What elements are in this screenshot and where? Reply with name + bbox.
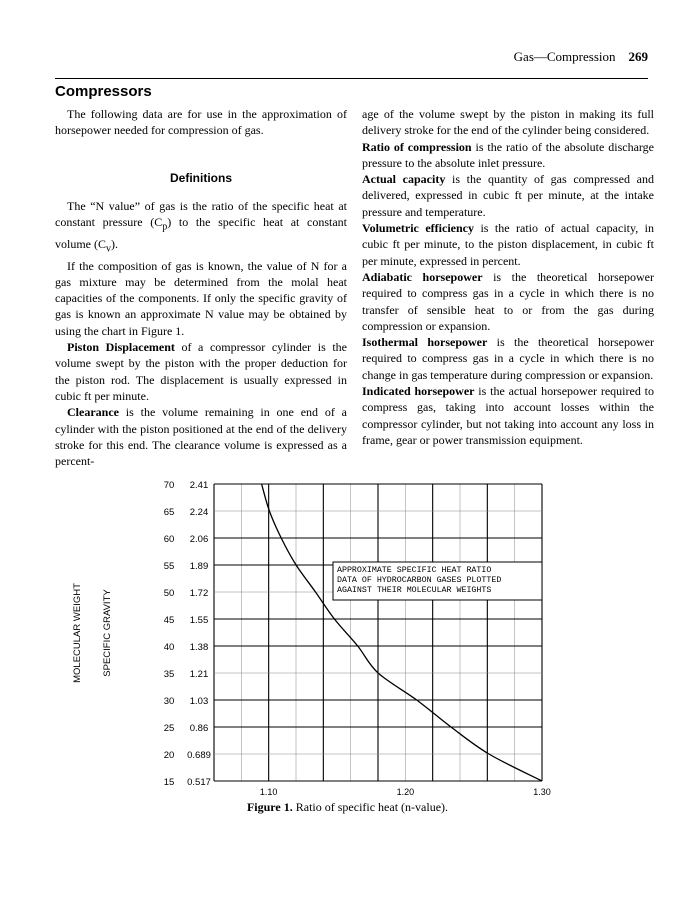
svg-text:55: 55 — [164, 561, 175, 572]
svg-text:70: 70 — [164, 480, 175, 491]
svg-text:40: 40 — [164, 642, 175, 653]
svg-text:1.72: 1.72 — [190, 588, 209, 599]
svg-text:1.89: 1.89 — [190, 561, 209, 572]
svg-text:1.21: 1.21 — [190, 669, 209, 680]
svg-text:1.30: 1.30 — [533, 787, 551, 797]
svg-text:2.06: 2.06 — [190, 534, 209, 545]
svg-text:1.38: 1.38 — [190, 642, 209, 653]
svg-text:APPROXIMATE SPECIFIC HEAT RATI: APPROXIMATE SPECIFIC HEAT RATIO — [337, 566, 491, 575]
svg-text:0.689: 0.689 — [187, 750, 211, 761]
svg-text:0.517: 0.517 — [187, 777, 211, 788]
svg-text:DATA OF HYDROCARBON GASES PLOT: DATA OF HYDROCARBON GASES PLOTTED — [337, 576, 501, 585]
svg-text:25: 25 — [164, 723, 175, 734]
svg-text:60: 60 — [164, 534, 175, 545]
svg-text:1.03: 1.03 — [190, 696, 209, 707]
svg-text:0.86: 0.86 — [190, 723, 209, 734]
svg-text:50: 50 — [164, 588, 175, 599]
svg-text:35: 35 — [164, 669, 175, 680]
svg-text:1.55: 1.55 — [190, 615, 209, 626]
svg-text:15: 15 — [164, 777, 175, 788]
svg-text:65: 65 — [164, 507, 175, 518]
svg-text:20: 20 — [164, 750, 175, 761]
svg-text:SPECIFIC GRAVITY: SPECIFIC GRAVITY — [102, 589, 113, 677]
svg-text:AGAINST THEIR MOLECULAR WEIGHT: AGAINST THEIR MOLECULAR WEIGHTS — [337, 586, 491, 595]
svg-text:MOLECULAR WEIGHT: MOLECULAR WEIGHT — [72, 583, 83, 683]
svg-text:1.20: 1.20 — [397, 787, 415, 797]
svg-text:2.41: 2.41 — [190, 480, 209, 491]
svg-text:2.24: 2.24 — [190, 507, 209, 518]
svg-text:1.10: 1.10 — [260, 787, 278, 797]
svg-text:30: 30 — [164, 696, 175, 707]
svg-text:45: 45 — [164, 615, 175, 626]
